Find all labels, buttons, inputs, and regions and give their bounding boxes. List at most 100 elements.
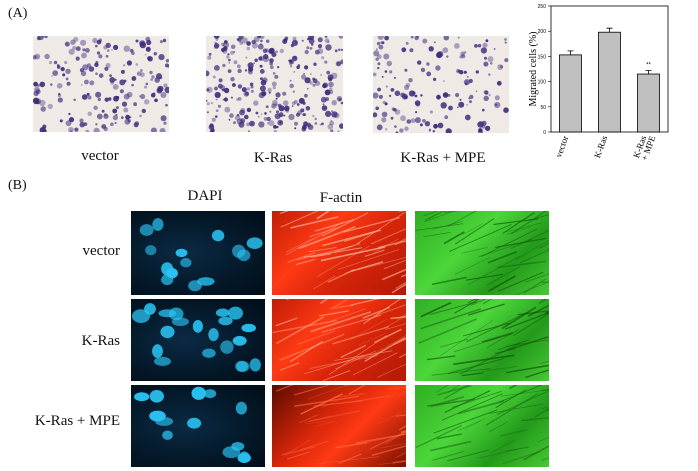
caption-kras: K-Ras — [253, 150, 293, 166]
stained-cell — [83, 122, 88, 126]
stained-cell — [236, 118, 243, 125]
fiber — [279, 333, 345, 362]
stained-cell — [266, 116, 271, 122]
fiber — [385, 323, 406, 330]
stained-cell — [275, 97, 278, 100]
stained-cell — [301, 39, 304, 42]
stained-cell — [145, 46, 151, 52]
fiber — [468, 303, 505, 316]
stained-cell — [302, 101, 306, 105]
factin-image-kras-mpe — [272, 385, 406, 467]
fiber — [420, 308, 482, 330]
fiber — [394, 237, 406, 246]
stained-cell — [245, 56, 248, 59]
fiber — [506, 222, 543, 233]
stained-cell — [275, 50, 278, 54]
stained-cell — [410, 36, 414, 39]
stained-cell — [97, 97, 102, 102]
stained-cell — [340, 48, 343, 51]
panel-b-label: (B) — [8, 178, 27, 193]
nucleus — [191, 386, 206, 400]
stained-cell — [493, 48, 496, 50]
stained-cell — [329, 120, 335, 126]
stained-cell — [105, 42, 111, 49]
stained-cell — [469, 94, 474, 100]
y-tick-label: 200 — [538, 29, 547, 35]
stained-cell — [68, 112, 71, 116]
stained-cell — [389, 70, 393, 74]
stained-cell — [488, 73, 491, 76]
nucleus — [161, 274, 174, 286]
stained-cell — [234, 115, 241, 121]
stained-cell — [263, 117, 268, 121]
stained-cell — [277, 119, 284, 126]
fiber — [454, 218, 495, 245]
fiber — [391, 283, 406, 294]
stained-cell — [214, 86, 218, 91]
fiber — [440, 338, 469, 348]
fiber — [495, 389, 527, 409]
stained-cell — [312, 83, 316, 87]
stain-dots — [206, 36, 343, 132]
stained-cell — [224, 48, 228, 52]
stained-cell — [42, 124, 47, 129]
stained-cell — [319, 123, 322, 126]
stained-cell — [233, 60, 238, 65]
stained-cell — [466, 103, 468, 106]
fiber — [332, 299, 350, 309]
stained-cell — [324, 38, 330, 43]
fiber — [423, 232, 451, 238]
stained-cell — [146, 39, 152, 46]
stained-cell — [393, 76, 396, 79]
fiber — [488, 275, 516, 292]
stained-cell — [210, 102, 214, 105]
stained-cell — [304, 77, 311, 84]
stained-cell — [303, 113, 307, 116]
stained-cell — [85, 48, 90, 53]
stained-cell — [276, 110, 279, 114]
stained-cell — [68, 48, 75, 55]
fiber — [512, 312, 549, 337]
stained-cell — [105, 54, 109, 58]
fiber — [338, 248, 400, 270]
error-bar — [645, 70, 652, 75]
stained-cell — [291, 101, 296, 106]
stained-cell — [135, 63, 139, 66]
fiber — [281, 446, 315, 456]
stained-cell — [260, 39, 263, 43]
y-tick-label: 100 — [538, 80, 547, 86]
stained-cell — [268, 91, 271, 94]
stained-cell — [444, 115, 449, 120]
stained-cell — [268, 49, 274, 54]
error-bar — [606, 27, 613, 33]
fiber — [319, 310, 350, 317]
fiber — [538, 299, 548, 304]
nucleus — [235, 401, 247, 415]
stained-cell — [85, 129, 90, 132]
stained-cell — [250, 89, 254, 93]
stained-cell — [239, 41, 244, 45]
fiber — [395, 451, 406, 459]
stained-cell — [292, 90, 295, 93]
stained-cell — [475, 70, 479, 74]
stained-cell — [106, 49, 110, 52]
stained-cell — [331, 111, 338, 118]
stained-cell — [433, 77, 437, 81]
stained-cell — [335, 61, 341, 67]
stained-cell — [429, 110, 433, 114]
stained-cell — [159, 76, 163, 80]
fiber — [329, 335, 387, 375]
stained-cell — [35, 98, 42, 105]
nucleus — [152, 344, 163, 358]
nucleus — [235, 360, 248, 372]
fiber — [309, 226, 340, 238]
stained-cell — [65, 77, 69, 81]
stained-cell — [434, 124, 438, 128]
fiber — [316, 211, 331, 220]
stained-cell — [259, 64, 263, 68]
dapi-image-vector — [131, 211, 265, 295]
stained-cell — [426, 62, 430, 66]
stained-cell — [144, 85, 148, 89]
fiber — [482, 299, 492, 305]
fiber — [377, 363, 406, 378]
